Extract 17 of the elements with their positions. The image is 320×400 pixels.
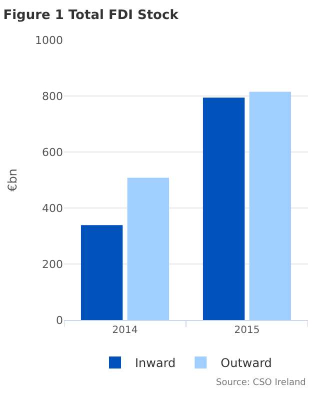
legend-label: Inward [135,356,176,370]
y-tick-label: 0 [56,314,63,327]
x-tick-label: 2015 [234,325,260,336]
y-tick-label: 1000 [35,34,63,47]
source-note: Source: CSO Ireland [216,378,306,388]
bar [202,98,245,320]
y-tick-label: 400 [42,202,63,215]
bar [127,178,170,320]
legend-label: Outward [220,356,272,370]
y-tick-label: 800 [42,90,63,103]
y-tick-label: 600 [42,146,63,159]
bar [249,92,292,320]
x-tick-label: 2014 [112,325,138,336]
bar [80,225,123,320]
y-axis-title: €bn [5,168,20,192]
y-tick-label: 200 [42,258,63,271]
chart-title: Figure 1 Total FDI Stock [3,8,179,24]
